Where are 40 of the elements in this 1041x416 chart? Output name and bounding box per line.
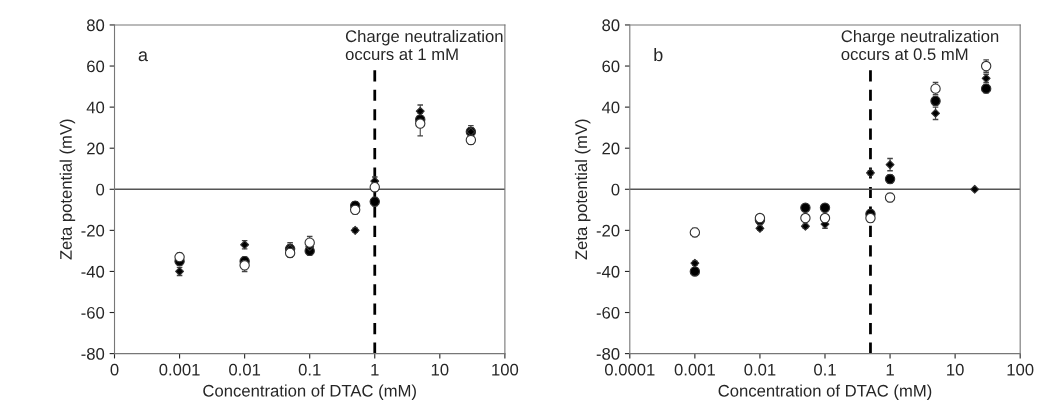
y-tick-label: -60: [81, 306, 105, 319]
y-tick-label: -40: [596, 265, 620, 278]
x-tick-label: 0.0001: [604, 363, 655, 376]
y-tick-label: 40: [601, 101, 620, 114]
x-tick-label: 0: [110, 363, 119, 376]
y-axis-title: Zeta potential (mV): [59, 119, 76, 260]
y-tick-label: -80: [81, 348, 105, 360]
x-tick-label: 0.01: [229, 363, 261, 376]
x-tick-label: 0.001: [674, 363, 715, 376]
y-tick-label: 80: [86, 19, 105, 32]
x-tick-label: 0.01: [744, 363, 776, 376]
y-tick-label: 20: [602, 142, 620, 155]
y-tick-label: 40: [86, 101, 105, 114]
y-tick-label: 20: [87, 142, 105, 155]
y-tick-label: -20: [81, 224, 105, 237]
y-tick-label: 80: [602, 19, 620, 32]
x-axis-title: Concentration of DTAC (mM): [203, 384, 416, 400]
y-tick-label: -60: [596, 306, 620, 319]
x-tick-label: 1: [371, 363, 379, 376]
y-tick-label: -20: [596, 224, 620, 237]
y-tick-label: -40: [81, 265, 105, 278]
ref-line-label: Charge neutralization occurs at 0.5 mM: [841, 29, 999, 61]
x-axis-title: Concentration of DTAC (mM): [718, 384, 932, 400]
annotation: b: [654, 47, 663, 62]
x-tick-label: 0.001: [159, 363, 200, 376]
x-tick-label: 100: [1007, 363, 1034, 376]
annotation: a: [138, 51, 148, 62]
ref-line-label: Charge neutralization occurs at 1 mM: [345, 29, 503, 61]
y-tick-label: 0: [96, 183, 105, 196]
y-tick-label: 0: [611, 183, 620, 196]
y-tick-label: 60: [87, 60, 105, 73]
x-tick-label: 0.1: [814, 363, 836, 376]
y-tick-label: 60: [602, 60, 620, 73]
x-tick-label: 1: [886, 363, 894, 376]
x-tick-label: 10: [947, 363, 964, 376]
x-tick-label: 100: [492, 363, 519, 376]
x-tick-label: 10: [431, 363, 449, 376]
y-tick-label: -80: [596, 348, 620, 360]
y-axis-title: Zeta potential (mV): [574, 119, 591, 260]
x-tick-label: 0.1: [298, 363, 321, 376]
